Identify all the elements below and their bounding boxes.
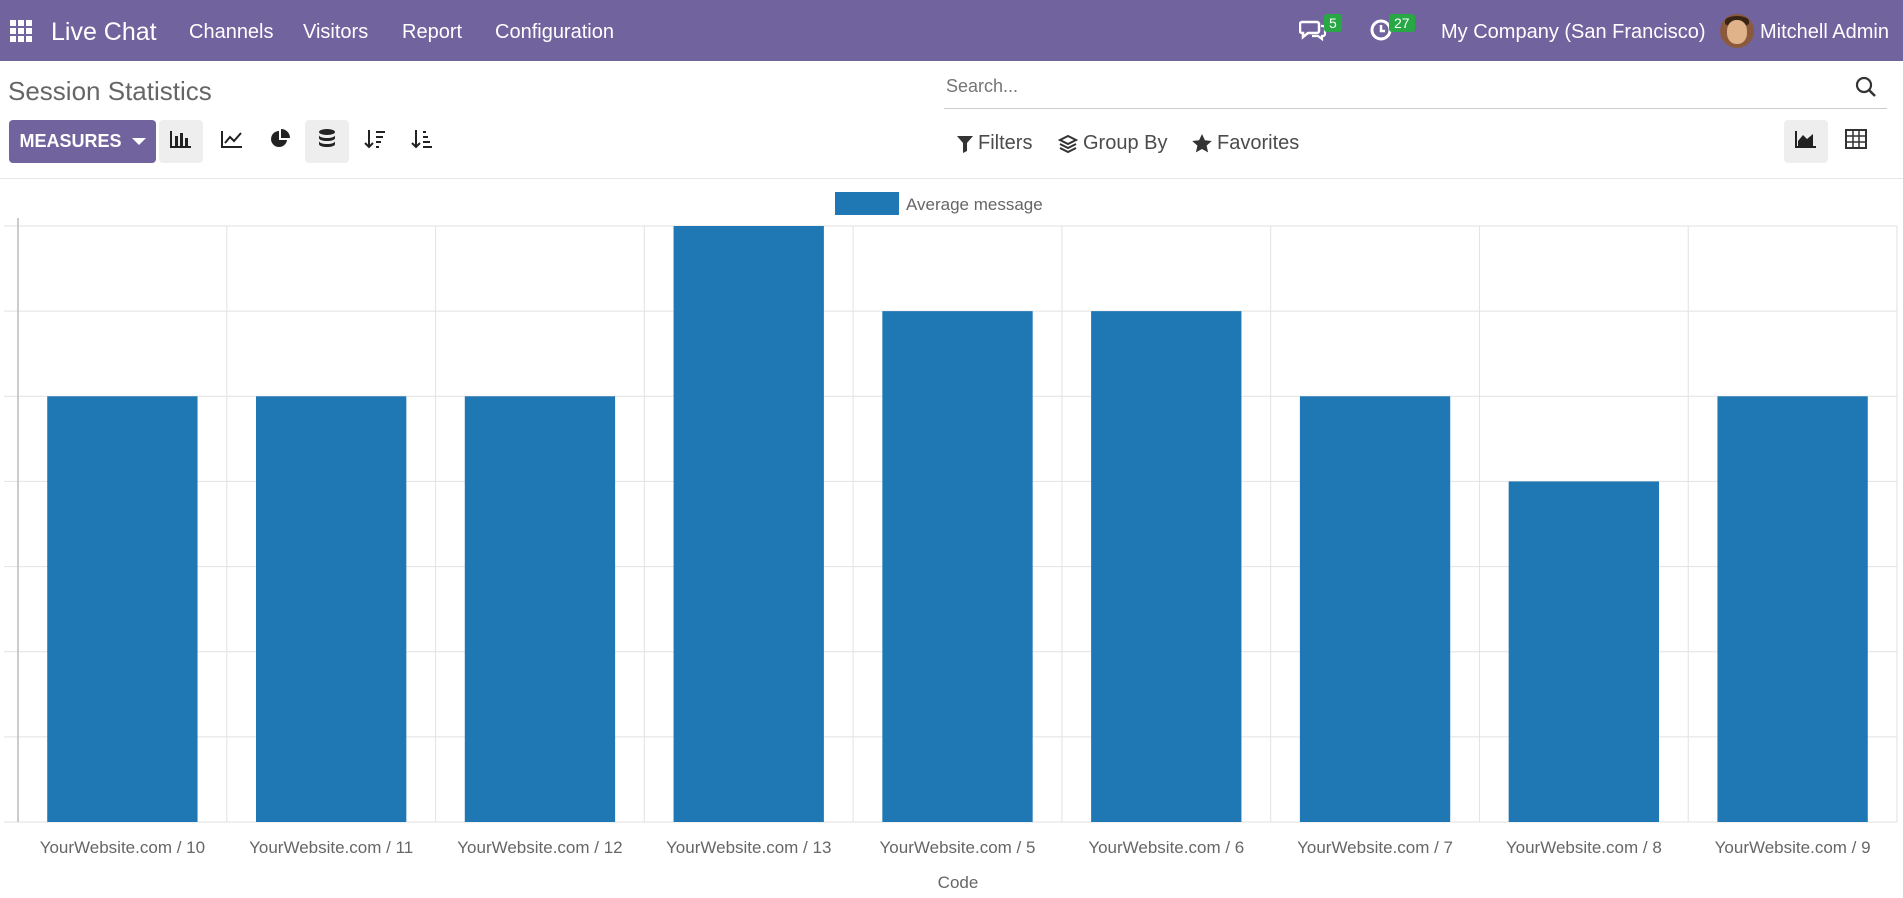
bar: [256, 396, 407, 822]
filters-label: Filters: [978, 132, 1033, 154]
bar: [464, 396, 616, 822]
app-name[interactable]: Live Chat: [51, 18, 157, 46]
x-tick-label: YourWebsite.com / 9: [1715, 838, 1871, 857]
chat-icon[interactable]: [1298, 18, 1327, 48]
sort-descending-button[interactable]: [353, 120, 397, 163]
graph-view-icon: [1794, 129, 1818, 154]
measures-label: MEASURES: [19, 131, 122, 151]
pivot-view-button[interactable]: [1834, 120, 1878, 163]
line-chart-button[interactable]: [210, 120, 254, 163]
sort-ascending-button[interactable]: [400, 120, 444, 163]
x-tick-label: YourWebsite.com / 12: [457, 838, 622, 857]
bar-chart-icon: [169, 129, 193, 154]
company-switcher[interactable]: My Company (San Francisco): [1441, 21, 1706, 43]
layers-icon: [1058, 134, 1078, 153]
bar: [1091, 311, 1242, 822]
line-chart-icon: [220, 129, 244, 154]
stacked-button[interactable]: [305, 120, 349, 163]
top-navbar: Live Chat Channels Visitors Report Confi…: [0, 0, 1903, 61]
page-title: Session Statistics: [8, 76, 212, 106]
x-tick-label: YourWebsite.com / 13: [666, 838, 831, 857]
filter-icon: [957, 135, 973, 153]
x-tick-label: YourWebsite.com / 10: [40, 838, 205, 857]
menu-visitors[interactable]: Visitors: [303, 21, 369, 43]
control-panel-divider: [0, 178, 1903, 179]
bar: [47, 396, 198, 822]
sort-ascending-icon: [411, 128, 433, 155]
favorites-dropdown[interactable]: Favorites: [1192, 132, 1299, 155]
messages-badge: 5: [1324, 14, 1342, 32]
x-axis-label: Code: [938, 873, 979, 892]
sort-descending-icon: [364, 128, 386, 155]
legend-label: Average message: [906, 195, 1043, 214]
search-icon[interactable]: [1855, 76, 1877, 103]
bar: [673, 226, 824, 822]
x-tick-label: YourWebsite.com / 8: [1506, 838, 1662, 857]
x-tick-label: YourWebsite.com / 7: [1297, 838, 1453, 857]
bar: [882, 311, 1033, 822]
measures-button[interactable]: MEASURES: [9, 120, 156, 163]
user-menu[interactable]: Mitchell Admin: [1760, 21, 1889, 43]
avatar[interactable]: [1720, 14, 1754, 48]
x-tick-label: YourWebsite.com / 5: [880, 838, 1036, 857]
bar-chart-button[interactable]: [159, 120, 203, 163]
bar: [1508, 481, 1659, 822]
groupby-label: Group By: [1083, 132, 1168, 154]
activities-badge: 27: [1389, 14, 1415, 32]
pivot-view-icon: [1845, 129, 1867, 154]
x-tick-label: YourWebsite.com / 11: [249, 838, 413, 857]
pie-chart-button[interactable]: [258, 120, 302, 163]
stacked-icon: [317, 128, 337, 155]
x-tick-label: YourWebsite.com / 6: [1088, 838, 1244, 857]
bar-chart: YourWebsite.com / 10 YourWebsite.com / 11…: [4, 192, 1898, 892]
menu-channels[interactable]: Channels: [189, 21, 274, 43]
bar: [1717, 396, 1868, 822]
graph-view-button[interactable]: [1784, 120, 1828, 163]
favorites-label: Favorites: [1217, 132, 1300, 154]
star-icon: [1192, 134, 1212, 153]
apps-grid-icon[interactable]: [10, 20, 32, 42]
search-bar: [944, 72, 1887, 109]
caret-down-icon: [131, 138, 146, 145]
menu-report[interactable]: Report: [402, 21, 463, 43]
pie-chart-icon: [269, 128, 291, 155]
legend-swatch: [835, 192, 899, 215]
filters-dropdown[interactable]: Filters: [957, 132, 1032, 155]
menu-configuration[interactable]: Configuration: [495, 21, 614, 43]
groupby-dropdown[interactable]: Group By: [1058, 132, 1167, 155]
search-input[interactable]: [944, 72, 1828, 101]
bar: [1299, 396, 1451, 822]
